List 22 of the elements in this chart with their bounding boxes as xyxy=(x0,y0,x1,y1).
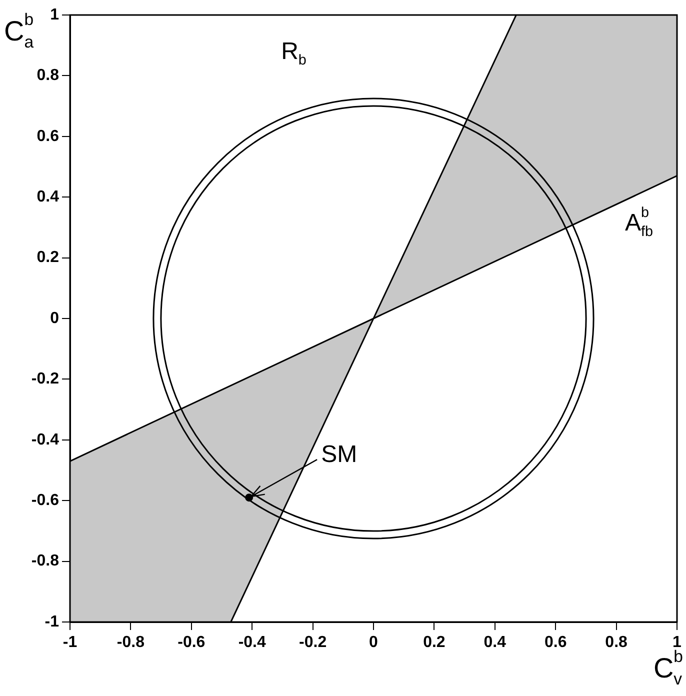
x-tick-label: -0.2 xyxy=(299,634,327,652)
x-tick-label: 0.4 xyxy=(484,634,506,652)
y-tick-label: -0.2 xyxy=(31,370,60,388)
y-tick-label: 1 xyxy=(50,6,60,24)
y-tick-label: 0 xyxy=(50,310,60,327)
x-tick-label: 0.2 xyxy=(423,634,446,652)
x-tick-label: -0.4 xyxy=(238,634,266,652)
y-tick-label: 0.6 xyxy=(36,128,60,145)
x-tick-label: -0.6 xyxy=(178,634,206,652)
x-tick-label: 0 xyxy=(369,634,378,652)
annotation: SM xyxy=(321,441,358,468)
y-tick-label: 0.8 xyxy=(36,67,60,84)
x-tick-label: 0.6 xyxy=(544,634,567,652)
y-tick-label: 0.2 xyxy=(36,249,60,266)
y-tick-label: -0.4 xyxy=(31,431,60,448)
x-tick-label: -1 xyxy=(62,634,78,652)
y-tick-label: -1 xyxy=(44,613,60,630)
x-tick-label: 0.8 xyxy=(605,634,628,652)
y-tick-label: 0.4 xyxy=(36,188,60,206)
y-tick-label: -0.8 xyxy=(31,552,60,570)
y-tick-label: -0.6 xyxy=(31,492,60,510)
x-tick-label: -0.8 xyxy=(116,634,145,652)
